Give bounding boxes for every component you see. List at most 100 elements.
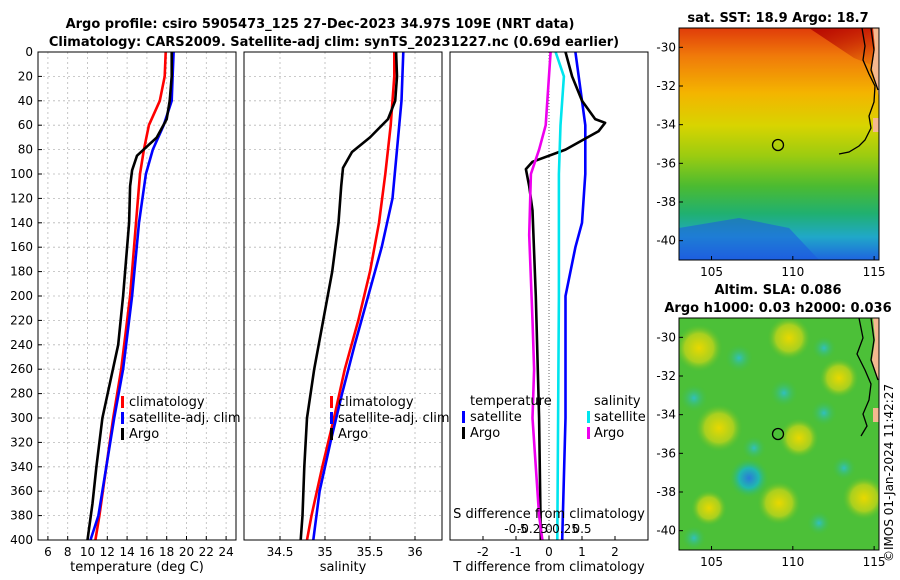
y-tick-label: 320 bbox=[10, 435, 33, 449]
x-tick-label: 14 bbox=[119, 545, 134, 559]
sla-low-anomaly bbox=[807, 511, 831, 535]
sst-map-panel: sat. SST: 18.9 Argo: 18.7 bbox=[656, 11, 885, 279]
salinity-xlabel: salinity bbox=[320, 560, 367, 575]
legend-label-climatology: climatology bbox=[129, 395, 205, 410]
y-tick-label: 220 bbox=[10, 313, 33, 327]
salinity-difference-tick-label: 0.25 bbox=[552, 522, 579, 536]
x-tick-label: -1 bbox=[510, 545, 522, 559]
map-x-tick-label: 110 bbox=[781, 265, 804, 279]
map-x-tick-label: 110 bbox=[781, 555, 804, 569]
temperature-panel: 6 8 10 12 14 16 18 20 22 24 0 20 40 60 80 100 120 140 160… bbox=[10, 45, 241, 575]
x-tick-label: -2 bbox=[477, 545, 489, 559]
x-tick-label: 20 bbox=[179, 545, 194, 559]
sst-colour-field bbox=[679, 28, 879, 260]
legend-title-temperature: temperature bbox=[470, 394, 552, 409]
y-tick-label: 380 bbox=[10, 509, 33, 523]
difference-legend-temperature: temperature satellite Argo bbox=[462, 394, 552, 441]
x-tick-label: 8 bbox=[64, 545, 72, 559]
sla-high-anomaly bbox=[757, 481, 801, 525]
legend-label-s-satellite: satellite bbox=[594, 410, 646, 425]
map-y-tick-label: -30 bbox=[656, 40, 676, 54]
series-line-t-argo bbox=[524, 51, 607, 541]
legend-label-argo: Argo bbox=[338, 427, 368, 442]
y-tick-label: 100 bbox=[10, 167, 33, 181]
map-x-tick-label: 105 bbox=[700, 265, 723, 279]
series-line-argo bbox=[86, 52, 173, 541]
sla-low-anomaly bbox=[770, 379, 798, 407]
sla-map-title-line1: Altim. SLA: 0.086 bbox=[715, 283, 842, 298]
map-y-tick-label: -38 bbox=[656, 195, 676, 209]
x-tick-label: 2 bbox=[611, 545, 619, 559]
salinity-difference-tick-label: 0 bbox=[545, 522, 553, 536]
salinity-difference-axis-label: S difference from climatology bbox=[453, 507, 645, 522]
imos-timestamp: ©IMOS 01-Jan-2024 11:42:27 bbox=[882, 384, 896, 562]
x-tick-label: 24 bbox=[218, 545, 233, 559]
sla-low-anomaly bbox=[680, 384, 708, 412]
y-tick-label: 140 bbox=[10, 216, 33, 230]
legend-title-salinity: salinity bbox=[594, 394, 641, 409]
legend-swatch-climatology bbox=[121, 396, 124, 408]
sst-map-title: sat. SST: 18.9 Argo: 18.7 bbox=[687, 11, 868, 26]
y-tick-label: 20 bbox=[18, 69, 33, 83]
sla-low-anomaly bbox=[811, 400, 837, 426]
sla-low-anomaly bbox=[729, 458, 769, 498]
sla-low-anomaly bbox=[832, 456, 856, 480]
sst-front-contour bbox=[838, 28, 876, 155]
figure-title-line2: Climatology: CARS2009. Satellite-adj cli… bbox=[49, 35, 619, 50]
y-tick-label: 340 bbox=[10, 460, 33, 474]
y-tick-label: 280 bbox=[10, 387, 33, 401]
y-tick-label: 40 bbox=[18, 94, 33, 108]
legend-swatch-satellite-adj bbox=[121, 412, 124, 424]
sla-front-contour bbox=[856, 318, 872, 437]
sst-map-frame bbox=[678, 27, 880, 261]
legend-swatch-t-satellite bbox=[462, 411, 465, 423]
x-tick-label: 10 bbox=[80, 545, 95, 559]
sst-land bbox=[872, 28, 879, 98]
legend-label-climatology: climatology bbox=[338, 395, 414, 410]
sla-low-anomaly bbox=[682, 526, 706, 550]
salinity-difference-tick-label: 0.5 bbox=[572, 522, 591, 536]
x-tick-label: 35.5 bbox=[357, 545, 384, 559]
map-y-tick-label: -34 bbox=[656, 118, 676, 132]
y-tick-label: 120 bbox=[10, 191, 33, 205]
x-tick-label: 36 bbox=[407, 545, 422, 559]
sst-cold-patch bbox=[679, 218, 819, 260]
y-tick-label: 300 bbox=[10, 411, 33, 425]
legend-swatch-argo bbox=[330, 428, 333, 440]
sla-high-anomaly bbox=[767, 318, 811, 360]
x-tick-label: 16 bbox=[139, 545, 154, 559]
temperature-legend: climatology satellite-adj. clim Argo bbox=[121, 395, 241, 442]
map-y-tick-label: -40 bbox=[656, 524, 676, 538]
y-tick-label: 180 bbox=[10, 265, 33, 279]
map-y-tick-label: -38 bbox=[656, 485, 676, 499]
x-tick-label: 0 bbox=[545, 545, 553, 559]
y-tick-label: 80 bbox=[18, 143, 33, 157]
sla-map-frame bbox=[678, 317, 880, 551]
sla-high-anomaly bbox=[691, 490, 727, 526]
series-line-t-satellite bbox=[560, 51, 587, 541]
map-y-tick-label: -34 bbox=[656, 408, 676, 422]
x-tick-label: 35 bbox=[317, 545, 332, 559]
sla-map-panel: Altim. SLA: 0.086 Argo h1000: 0.03 h2000… bbox=[656, 283, 891, 569]
series-line-satellite-adj-clim bbox=[89, 51, 175, 541]
x-tick-label: 1 bbox=[578, 545, 586, 559]
x-tick-label: 6 bbox=[44, 545, 52, 559]
difference-legend-salinity: salinity satellite Argo bbox=[587, 394, 646, 441]
legend-swatch-satellite-adj bbox=[330, 412, 333, 424]
legend-swatch-s-satellite bbox=[587, 411, 590, 423]
difference-panel: -2 -1 0 1 2 -0.5-0.250 0.250.5 S difference f… bbox=[449, 51, 649, 575]
sla-low-anomaly bbox=[742, 436, 766, 460]
map-y-tick-label: -30 bbox=[656, 330, 676, 344]
legend-swatch-s-argo bbox=[587, 427, 590, 439]
salinity-difference-tick-label: -0.25 bbox=[517, 522, 548, 536]
temperature-xlabel: temperature (deg C) bbox=[70, 560, 204, 575]
sla-argo-marker bbox=[771, 427, 785, 441]
sst-argo-marker bbox=[771, 138, 785, 152]
legend-swatch-climatology bbox=[330, 396, 333, 408]
legend-label-argo: Argo bbox=[129, 427, 159, 442]
legend-label-s-argo: Argo bbox=[594, 426, 624, 441]
sla-land bbox=[872, 318, 879, 380]
legend-label-t-argo: Argo bbox=[470, 426, 500, 441]
legend-label-t-satellite: satellite bbox=[470, 410, 522, 425]
sla-map-field bbox=[679, 318, 879, 550]
